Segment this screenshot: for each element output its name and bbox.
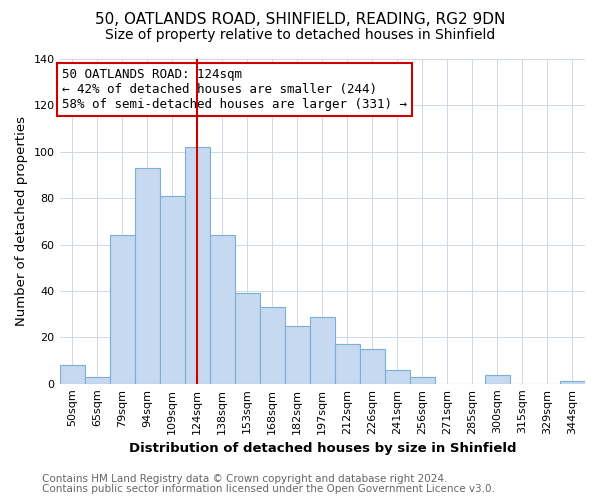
Bar [560,382,585,384]
Bar [335,344,360,384]
Bar [209,236,235,384]
Text: Contains public sector information licensed under the Open Government Licence v3: Contains public sector information licen… [42,484,495,494]
Bar [310,316,335,384]
Bar [160,196,185,384]
Y-axis label: Number of detached properties: Number of detached properties [15,116,28,326]
Text: Contains HM Land Registry data © Crown copyright and database right 2024.: Contains HM Land Registry data © Crown c… [42,474,448,484]
Bar [260,307,285,384]
Bar [185,147,209,384]
Text: 50, OATLANDS ROAD, SHINFIELD, READING, RG2 9DN: 50, OATLANDS ROAD, SHINFIELD, READING, R… [95,12,505,28]
Text: Size of property relative to detached houses in Shinfield: Size of property relative to detached ho… [105,28,495,42]
Bar [285,326,310,384]
Bar [134,168,160,384]
Bar [85,377,110,384]
Bar [410,377,435,384]
Bar [59,365,85,384]
Text: 50 OATLANDS ROAD: 124sqm
← 42% of detached houses are smaller (244)
58% of semi-: 50 OATLANDS ROAD: 124sqm ← 42% of detach… [62,68,407,112]
Bar [485,374,510,384]
Bar [360,349,385,384]
Bar [235,294,260,384]
Bar [110,236,134,384]
Bar [385,370,410,384]
X-axis label: Distribution of detached houses by size in Shinfield: Distribution of detached houses by size … [128,442,516,455]
